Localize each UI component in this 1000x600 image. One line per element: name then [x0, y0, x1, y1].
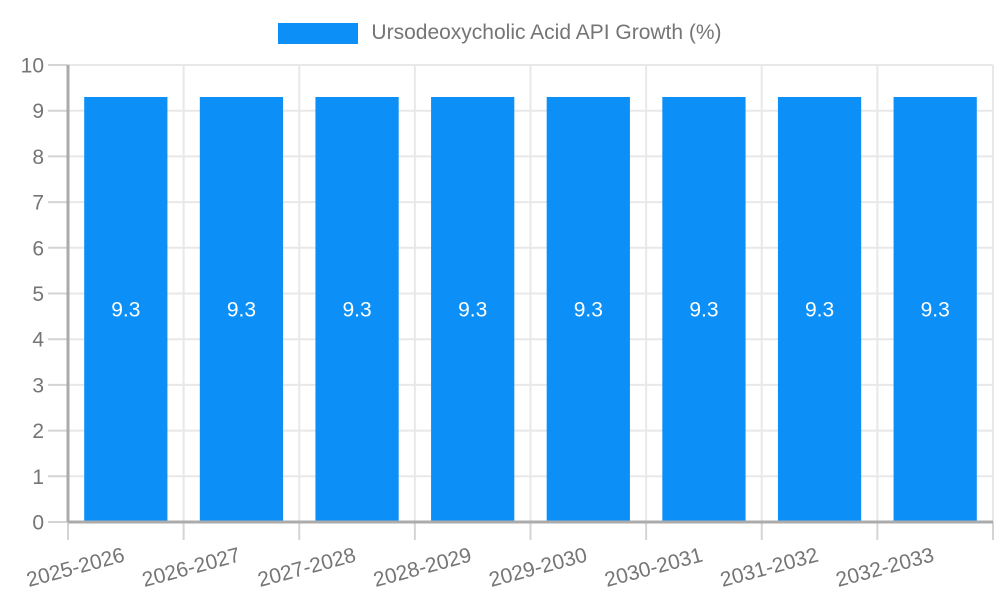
bar[interactable]: [84, 96, 168, 523]
bar[interactable]: [546, 96, 630, 523]
bar[interactable]: [315, 96, 399, 523]
y-tick-label: 2: [32, 420, 44, 443]
x-tick-label: 2025-2026: [24, 544, 127, 592]
bar-value-label: 9.3: [458, 298, 487, 321]
bar-value-label: 9.3: [227, 298, 256, 321]
y-tick-label: 1: [32, 466, 44, 489]
x-tick-label: 2032-2033: [834, 544, 937, 592]
legend-label: Ursodeoxycholic Acid API Growth (%): [371, 21, 722, 44]
bar-value-label: 9.3: [111, 298, 140, 321]
bar[interactable]: [893, 96, 977, 523]
y-tick-label: 8: [32, 146, 44, 169]
x-tick-label: 2028-2029: [371, 544, 474, 592]
y-tick-label: 4: [32, 329, 44, 352]
y-tick-label: 9: [32, 100, 44, 123]
bar-value-label: 9.3: [574, 298, 603, 321]
x-tick-label: 2031-2032: [718, 544, 821, 592]
bar[interactable]: [431, 96, 515, 523]
bar-value-label: 9.3: [921, 298, 950, 321]
x-tick-label: 2026-2027: [140, 544, 243, 592]
y-tick-label: 7: [32, 192, 44, 215]
bar[interactable]: [662, 96, 746, 523]
bar[interactable]: [777, 96, 862, 523]
x-tick-label: 2027-2028: [255, 544, 358, 592]
bar-value-label: 9.3: [805, 298, 834, 321]
legend[interactable]: Ursodeoxycholic Acid API Growth (%): [0, 22, 1000, 44]
y-tick-label: 6: [32, 237, 44, 260]
x-tick-label: 2030-2031: [602, 544, 705, 592]
legend-swatch-icon: [278, 22, 359, 44]
bar[interactable]: [199, 96, 284, 523]
bar-value-label: 9.3: [689, 298, 718, 321]
y-tick-label: 10: [21, 55, 44, 78]
y-tick-label: 0: [32, 512, 44, 535]
y-tick-label: 3: [32, 374, 44, 397]
x-tick-label: 2029-2030: [487, 544, 590, 592]
bar-value-label: 9.3: [342, 298, 371, 321]
y-tick-label: 5: [32, 283, 44, 306]
